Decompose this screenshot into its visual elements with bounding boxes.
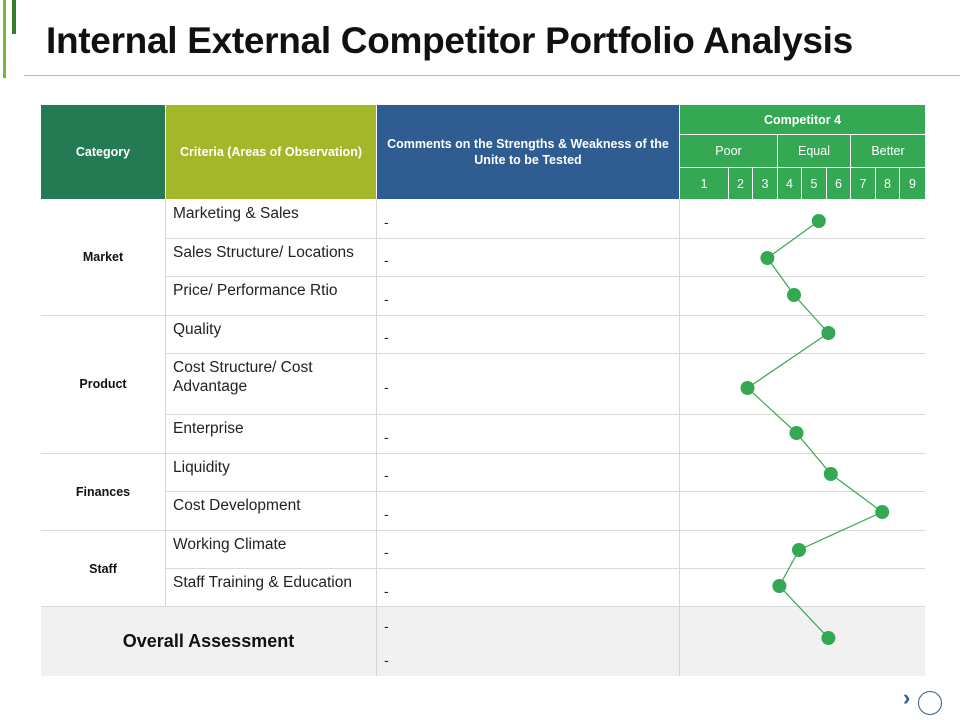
page-title: Internal External Competitor Portfolio A… <box>46 20 853 61</box>
next-slide-button[interactable] <box>918 691 942 715</box>
title-divider <box>24 75 960 76</box>
data-point-6 <box>789 426 804 440</box>
data-point-9 <box>792 543 806 557</box>
scale-3: 3 <box>753 168 777 199</box>
criteria-cell: Staff Training & Education <box>173 574 352 591</box>
scale-6: 6 <box>827 168 850 199</box>
grid-line <box>166 238 925 239</box>
scale-8: 8 <box>876 168 899 199</box>
grid-line <box>376 199 377 676</box>
header-competitor: Competitor 4 <box>680 105 925 134</box>
overall-label: Overall Assessment <box>122 631 295 651</box>
scale-4: 4 <box>778 168 801 199</box>
comment-cell: - <box>384 505 389 522</box>
data-point-5 <box>740 381 755 395</box>
criteria-cell: Enterprise <box>173 420 244 437</box>
data-point-1 <box>811 214 826 228</box>
criteria-cell: Sales Structure/ Locations <box>173 244 354 261</box>
criteria-cell: Liquidity <box>173 459 230 476</box>
accent-bar <box>3 0 6 78</box>
criteria-cell: Cost Structure/ Cost Advantage <box>173 359 313 395</box>
grid-line <box>166 568 925 569</box>
grid-line <box>679 199 680 676</box>
criteria-cell: Quality <box>173 321 222 338</box>
scale-9: 9 <box>900 168 925 199</box>
header-comments: Comments on the Strengths & Weakness of … <box>377 105 679 199</box>
header-category: Category <box>41 105 165 199</box>
comment-cell: - <box>384 378 389 395</box>
grid-line <box>41 453 925 454</box>
grid-line <box>166 491 925 492</box>
chevron-right-icon[interactable]: › <box>903 685 911 710</box>
grid-line <box>166 353 925 354</box>
grid-line <box>41 530 925 531</box>
comment-cell: - <box>384 252 389 268</box>
group-market: Market <box>82 250 124 264</box>
grid-line <box>166 276 925 277</box>
group-product: Product <box>79 377 127 391</box>
scale-7: 7 <box>851 168 875 199</box>
comment-cell: - <box>384 582 389 599</box>
criteria-cell: Working Climate <box>173 536 287 553</box>
grid-line <box>166 414 925 415</box>
comment-cell: - <box>384 213 389 230</box>
band-equal: Equal <box>778 135 850 167</box>
series-line <box>746 220 884 639</box>
grid-line <box>376 607 377 676</box>
comment-cell: - <box>384 290 389 307</box>
data-point-7 <box>823 467 838 481</box>
data-point-10 <box>772 579 787 593</box>
data-point-8 <box>875 505 890 519</box>
comment-cell: - <box>384 428 389 445</box>
scale-5: 5 <box>802 168 826 199</box>
accent-bar-dark <box>12 0 16 34</box>
criteria-cell: Price/ Performance Rtio <box>173 282 338 299</box>
grid-line <box>165 199 166 607</box>
data-point-2 <box>760 251 775 265</box>
grid-line <box>41 606 925 607</box>
group-finances: Finances <box>75 484 131 499</box>
comment-cell: - <box>384 329 389 345</box>
scale-1: 1 <box>680 168 728 199</box>
overall-comment: - <box>384 618 389 634</box>
header-criteria: Criteria (Areas of Observation) <box>166 105 376 199</box>
grid-line <box>679 607 680 676</box>
criteria-cell: Marketing & Sales <box>173 205 299 222</box>
scale-2: 2 <box>729 168 752 199</box>
group-staff: Staff <box>89 561 117 576</box>
grid-line <box>41 315 925 316</box>
band-poor: Poor <box>680 135 777 167</box>
data-point-3 <box>787 288 801 302</box>
band-better: Better <box>851 135 925 167</box>
data-point-4 <box>821 326 836 340</box>
overall-comment: - <box>384 652 389 668</box>
comment-cell: - <box>384 544 389 560</box>
comment-cell: - <box>384 467 389 483</box>
criteria-cell: Cost Development <box>173 497 301 514</box>
